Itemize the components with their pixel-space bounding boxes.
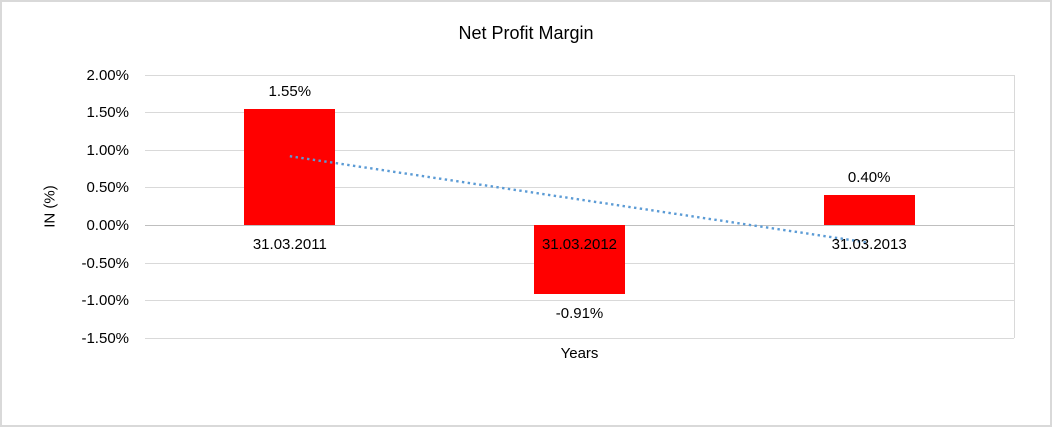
category-label: 31.03.2012: [541, 236, 618, 254]
gridline: [145, 149, 1014, 151]
y-axis-title: IN (%): [41, 185, 59, 228]
gridline: [145, 337, 1014, 339]
y-tick-label: -1.00%: [81, 292, 129, 310]
bar: [823, 195, 915, 226]
chart-title: Net Profit Margin: [458, 23, 594, 43]
bar: [244, 108, 336, 226]
y-tick-label: 1.50%: [86, 104, 129, 122]
plot-right-gridline: [1014, 75, 1015, 339]
bar-data-label: 1.55%: [268, 82, 312, 100]
gridline: [145, 112, 1014, 114]
y-tick-label: 0.50%: [86, 179, 129, 197]
y-tick-label: 1.00%: [86, 141, 129, 159]
y-tick-label: 2.00%: [86, 66, 129, 84]
category-label: 31.03.2013: [831, 236, 907, 254]
category-label: 31.03.2011: [252, 236, 327, 254]
bar-data-label: 0.40%: [847, 169, 891, 187]
y-tick-label: -0.50%: [81, 254, 129, 272]
gridline: [145, 300, 1014, 302]
bar-data-label: -0.91%: [555, 304, 604, 322]
y-tick-label: 0.00%: [86, 216, 129, 234]
y-tick-label: -1.50%: [81, 329, 129, 347]
x-axis-title: Years: [560, 345, 599, 362]
gridline: [145, 74, 1014, 76]
